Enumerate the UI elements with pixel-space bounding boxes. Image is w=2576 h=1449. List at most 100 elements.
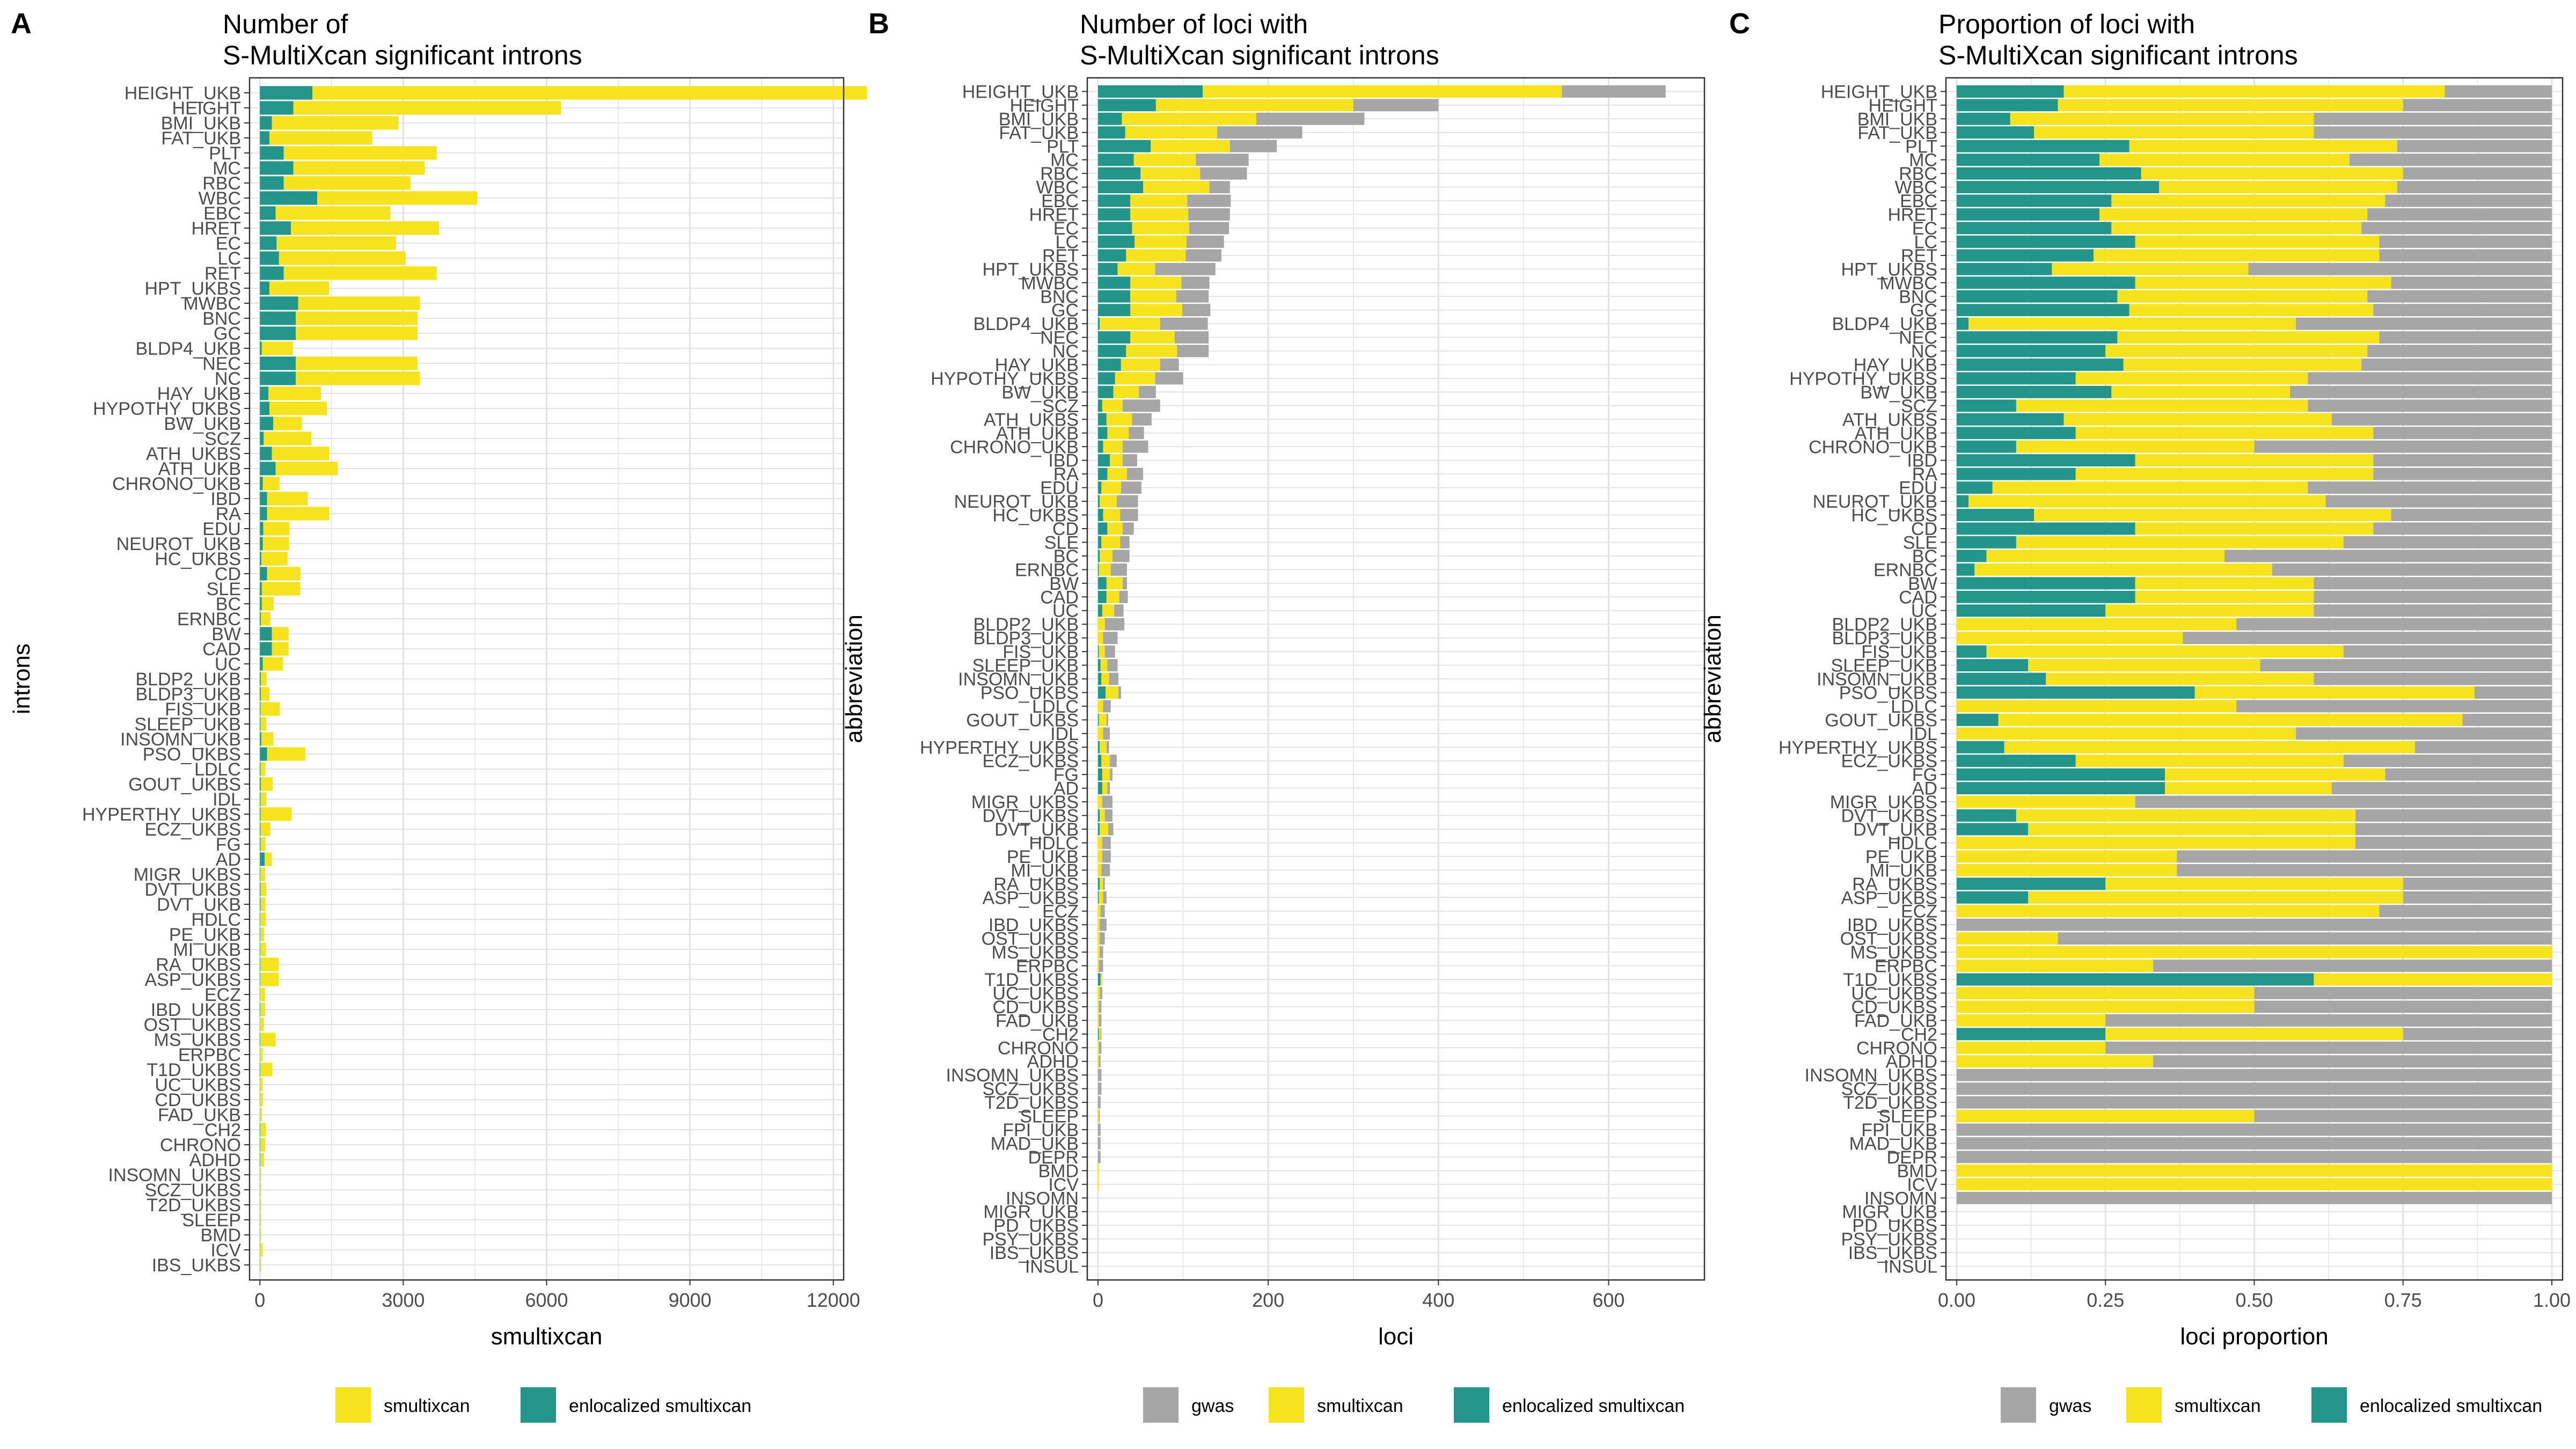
bar-gwas (2373, 427, 2552, 440)
bar-enlocalized-smultixcan (1956, 536, 2016, 548)
bar-gwas (2349, 153, 2552, 166)
bar-gwas (1099, 1110, 1100, 1122)
bar-enlocalized-smultixcan (1097, 536, 1102, 548)
y-tick-label: BW (1049, 574, 1079, 594)
y-tick-label: RA_UKBS (993, 874, 1079, 895)
y-tick-label: LC (1056, 232, 1079, 252)
bar-enlocalized-smultixcan (260, 251, 279, 265)
bar-enlocalized-smultixcan (1956, 386, 2112, 398)
y-tick-label: IBD_UKBS (151, 1000, 241, 1020)
bar-enlocalized-smultixcan (1956, 645, 1987, 658)
y-tick-label: MAD_UKB (1849, 1133, 1937, 1154)
bar-gwas (1100, 946, 1103, 958)
bar-enlocalized-smultixcan (1097, 495, 1100, 508)
y-tick-label: HPT_UKBS (145, 279, 241, 299)
bar-gwas (1104, 618, 1125, 631)
bar-gwas (2254, 1000, 2552, 1013)
legend-key (2001, 1387, 2036, 1423)
bar-smultixcan (1130, 276, 1182, 289)
bar-gwas (2314, 590, 2552, 603)
y-tick-label: INSUL (1884, 1257, 1937, 1277)
panel-title: Number of (223, 9, 348, 39)
bar-gwas (2314, 126, 2552, 139)
bar-gwas (1099, 1000, 1102, 1013)
legend-label: enlocalized smultixcan (1502, 1396, 1685, 1416)
bar-smultixcan (273, 416, 302, 430)
bar-enlocalized-smultixcan (1956, 372, 2076, 385)
bar-enlocalized-smultixcan (1097, 577, 1107, 590)
bar-gwas (2254, 440, 2552, 453)
bar-gwas (2373, 467, 2552, 480)
bar-enlocalized-smultixcan (1097, 563, 1099, 576)
bar-smultixcan (1121, 358, 1160, 371)
bar-enlocalized-smultixcan (260, 101, 294, 115)
bar-enlocalized-smultixcan (1097, 454, 1110, 467)
bar-gwas (1099, 1041, 1102, 1054)
y-tick-label: MI_UKB (1869, 860, 1937, 881)
y-tick-label: CH2 (1042, 1024, 1079, 1045)
y-tick-label: BNC (1040, 287, 1079, 307)
y-tick-label: MWBC (183, 294, 241, 314)
bar-smultixcan (1956, 1041, 2106, 1054)
y-tick-label: SCZ_UKBS (1841, 1079, 1938, 1100)
y-tick-label: EDU (202, 519, 241, 539)
bar-smultixcan (260, 867, 266, 881)
y-tick-label: CAD (1040, 587, 1079, 608)
bar-gwas (1118, 686, 1121, 699)
bar-gwas (1107, 782, 1110, 795)
bar-smultixcan (2028, 891, 2403, 904)
y-tick-label: HC_UKBS (1851, 506, 1937, 526)
bar-gwas (1956, 1151, 2552, 1163)
y-tick-label: SLEEP_UKB (135, 714, 241, 735)
y-tick-label: ICV (1048, 1175, 1079, 1195)
bar-gwas (1209, 181, 1230, 194)
bar-enlocalized-smultixcan (260, 266, 284, 280)
bar-gwas (2403, 99, 2552, 112)
y-tick-label: CAD (1899, 587, 1937, 608)
bar-gwas (1122, 454, 1137, 467)
y-tick-label: ERPBC (178, 1045, 241, 1065)
bar-gwas (1107, 659, 1118, 671)
legend-label: smultixcan (384, 1396, 470, 1416)
bar-smultixcan (2111, 222, 2362, 235)
bar-smultixcan (1117, 262, 1155, 275)
bar-smultixcan (260, 1093, 264, 1107)
bar-smultixcan (1099, 1028, 1101, 1041)
y-tick-label: DVT_UKB (994, 819, 1079, 840)
bar-gwas (1126, 467, 1144, 480)
y-tick-label: ERNBC (1874, 560, 1937, 580)
bar-enlocalized-smultixcan (260, 131, 270, 145)
bar-gwas (2290, 386, 2552, 398)
bar-smultixcan (260, 1168, 261, 1182)
y-tick-label: AD (216, 850, 241, 870)
bar-smultixcan (2117, 331, 2380, 344)
bar-smultixcan (1126, 345, 1177, 357)
bar-smultixcan (269, 281, 330, 295)
bar-smultixcan (2135, 522, 2374, 535)
y-tick-label: RET (204, 264, 241, 284)
bar-gwas (2385, 194, 2552, 207)
y-tick-label: PLT (1905, 136, 1937, 157)
panel-title: Proportion of loci with (1938, 9, 2195, 39)
bar-smultixcan (1097, 960, 1099, 972)
y-tick-label: HPT_UKBS (983, 259, 1079, 280)
y-tick-label: HDLC (1887, 833, 1937, 853)
bar-smultixcan (260, 807, 292, 821)
y-tick-label: SCZ (1042, 396, 1079, 416)
bar-smultixcan (1130, 208, 1189, 221)
bar-smultixcan (1956, 1110, 2255, 1122)
bar-smultixcan (260, 897, 266, 911)
y-tick-label: BLDP3_UKB (973, 628, 1079, 649)
bar-smultixcan (1100, 659, 1108, 671)
bar-gwas (1956, 1137, 2552, 1150)
bar-gwas (1110, 563, 1127, 576)
bar-gwas (2403, 1028, 2552, 1041)
y-tick-label: HEIGHT_UKB (1821, 82, 1937, 102)
y-tick-label: BMI_UKB (161, 113, 241, 134)
bar-smultixcan (267, 492, 308, 506)
y-tick-label: MS_UKBS (154, 1030, 241, 1050)
bar-enlocalized-smultixcan (1956, 304, 2129, 317)
y-tick-label: EDU (1899, 478, 1937, 499)
panel-title: S-MultiXcan significant introns (1938, 40, 2298, 70)
